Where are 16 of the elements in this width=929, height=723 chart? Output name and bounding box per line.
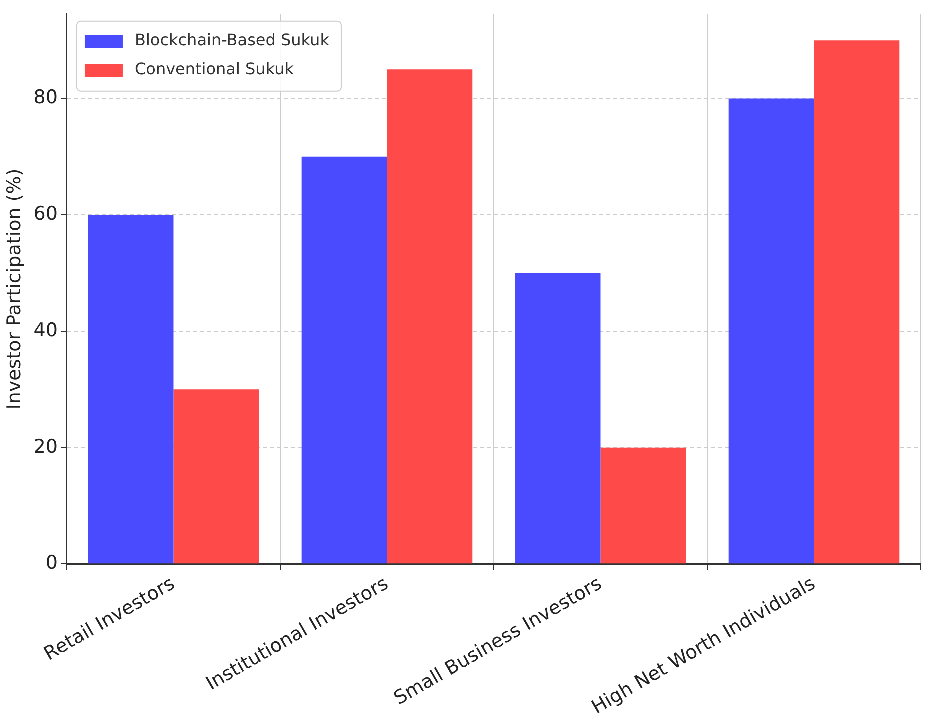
y-tick-label: 60: [34, 203, 58, 226]
y-axis-title: Investor Participation (%): [3, 168, 26, 410]
y-tick-label: 40: [34, 319, 58, 342]
bar: [302, 156, 388, 564]
legend-label: Conventional Sukuk: [134, 60, 295, 79]
bar: [88, 215, 174, 564]
bar: [174, 390, 260, 564]
bar: [387, 70, 473, 564]
bar: [515, 273, 601, 564]
bar: [600, 448, 686, 564]
bar: [728, 98, 814, 564]
legend-label: Blockchain-Based Sukuk: [134, 30, 330, 50]
y-tick-label: 80: [34, 86, 58, 109]
y-tick-label: 0: [46, 552, 58, 574]
bar: [814, 40, 900, 564]
y-tick-label: 20: [34, 436, 58, 458]
